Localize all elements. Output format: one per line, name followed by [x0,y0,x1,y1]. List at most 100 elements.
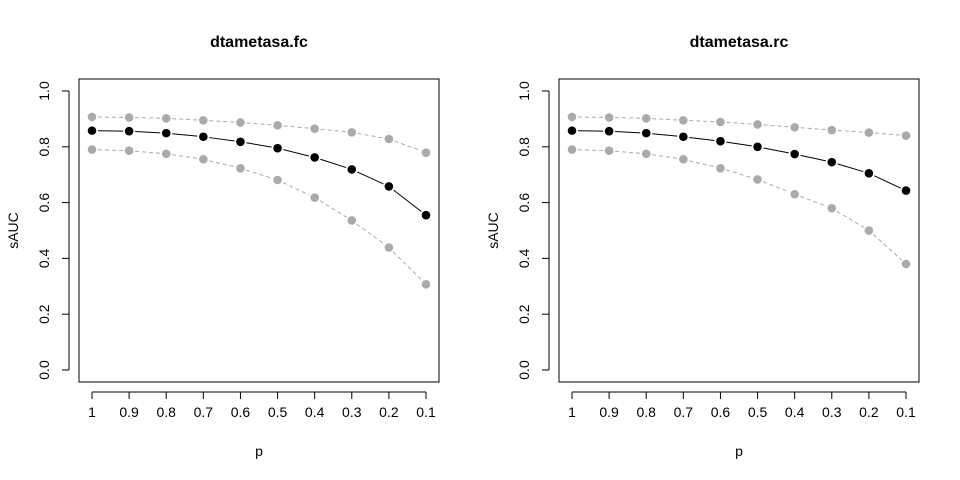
x-tick-label: 0.6 [711,404,731,420]
y-tick-label: 0.6 [516,193,532,213]
series-line-segment [357,132,384,139]
data-point [604,113,614,122]
y-tick-label: 0.0 [36,360,52,380]
series-line-segment [209,120,235,123]
series-line-segment [726,121,752,125]
data-point [567,112,577,122]
data-point [384,243,394,252]
data-point [347,216,357,225]
x-tick-label: 0.3 [342,404,362,420]
series-line-segment [800,127,826,131]
series-line-segment [837,163,864,173]
x-tick-label: 0.1 [896,404,916,420]
x-tick-label: 0.2 [379,404,399,420]
y-tick-label: 0.8 [516,137,532,157]
x-tick-label: 0.4 [305,404,325,420]
data-point [679,115,688,125]
series-line-segment [615,150,641,154]
series-3 [87,145,431,289]
y-axis-label: sAUC [485,212,501,249]
data-point [827,203,837,213]
data-point [199,155,208,164]
data-point [384,182,394,191]
series-line-segment [689,120,715,123]
data-point [124,113,134,122]
series-line-segment [135,150,161,154]
series-1 [567,112,911,140]
data-point [604,126,614,136]
y-tick-label: 0.2 [36,304,52,324]
series-line-segment [689,136,715,141]
series-line-segment [800,154,827,162]
series-line-segment [762,181,790,193]
data-point [567,126,577,135]
data-point [124,126,134,136]
x-axis-label: p [255,443,263,459]
data-point [421,210,431,220]
data-point [679,155,688,164]
data-point [790,122,799,132]
plot-frame [78,78,440,383]
data-point [753,120,762,129]
series-line-segment [319,200,347,218]
data-point [864,226,874,235]
series-line-segment [394,140,421,152]
data-point [790,189,799,199]
chart-title: dtametasa.fc [210,34,308,51]
x-tick-label: 0.9 [599,404,619,420]
series-line-segment [800,195,827,207]
data-point [641,128,651,138]
y-tick-label: 0.0 [516,360,532,380]
series-1 [87,112,431,157]
series-line-segment [172,118,198,121]
series-line-segment [209,160,235,168]
data-point [827,157,837,167]
series-line-segment [246,142,272,148]
x-tick-label: 0.4 [785,404,805,420]
data-point [273,121,282,130]
data-point [827,125,837,135]
series-line-segment [209,137,235,142]
x-tick-label: 0.7 [194,404,214,420]
data-point [273,143,282,153]
data-point [641,149,651,159]
x-tick-label: 0.6 [231,404,251,420]
series-3 [567,145,911,269]
x-tick-label: 0.8 [636,404,656,420]
series-line-segment [689,160,715,168]
x-tick-label: 0.5 [748,404,768,420]
series-line-segment [577,149,604,152]
data-point [679,132,688,142]
data-point [310,153,319,162]
series-line-segment [356,223,385,245]
data-point [87,112,97,122]
series-line-segment [873,234,902,261]
y-tick-label: 0.6 [36,193,52,213]
data-point [87,126,97,135]
data-point [716,117,725,127]
series-line-segment [652,118,678,121]
x-tick-label: 1 [568,404,576,420]
series-line-segment [652,133,678,137]
y-tick-label: 0.8 [36,137,52,157]
data-point [864,128,874,137]
y-tick-label: 1.0 [516,81,532,101]
data-point [124,146,134,156]
data-point [236,118,245,127]
data-point [901,131,911,140]
chart-panel-2: dtametasa.rc 1 0.9 0.8 0.7 0.6 0.5 0.4 0.3 0.2 0.1… [485,34,920,459]
series-line-segment [726,141,752,147]
y-tick-label: 1.0 [36,81,52,101]
data-point [753,175,762,184]
x-tick-label: 1 [88,404,96,420]
series-line-segment [97,149,124,152]
x-tick-label: 0.2 [859,404,879,420]
x-tick-label: 0.7 [674,404,694,420]
y-tick-label: 0.2 [516,304,532,324]
data-point [161,114,171,123]
series-2 [567,126,911,195]
data-point [753,142,762,152]
series-line-segment [135,117,161,119]
series-line-segment [393,189,422,212]
